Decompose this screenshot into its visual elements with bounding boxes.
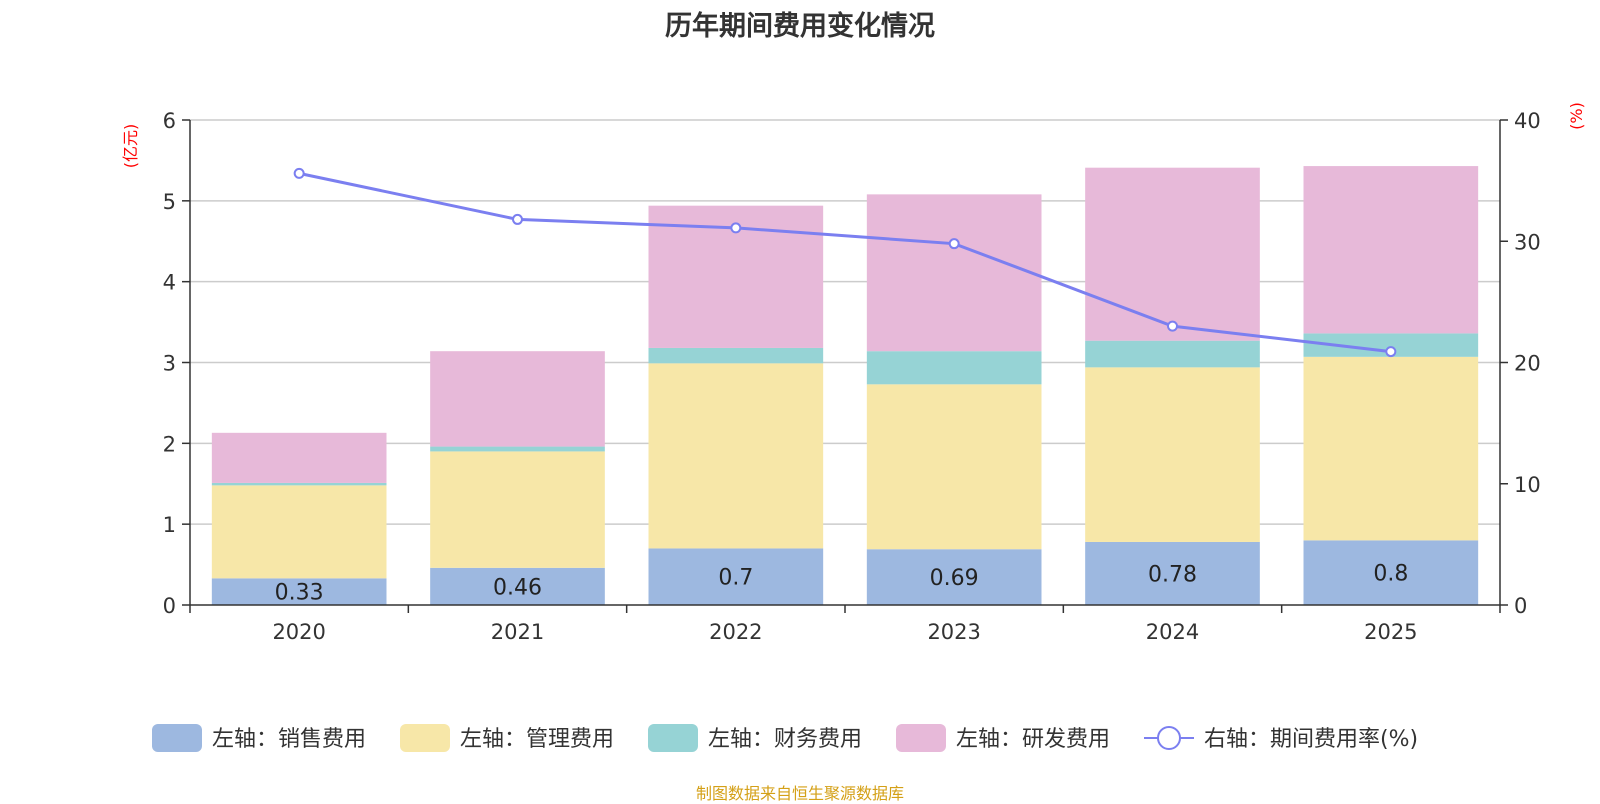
bar-data-label: 0.69 bbox=[930, 566, 979, 591]
chart-title: 历年期间费用变化情况 bbox=[665, 11, 935, 42]
x-axis-tick-label: 2023 bbox=[927, 620, 980, 644]
legend-swatch bbox=[896, 724, 946, 752]
bar-segment bbox=[430, 446, 605, 452]
left-axis-tick-label: 3 bbox=[163, 352, 176, 376]
left-axis-tick-label: 5 bbox=[163, 190, 176, 214]
x-axis-tick-label: 2024 bbox=[1146, 620, 1199, 644]
left-axis-tick-label: 4 bbox=[163, 271, 176, 295]
bar-segment bbox=[1085, 340, 1260, 368]
bar-data-label: 0.33 bbox=[275, 581, 324, 606]
right-axis-unit: (%) bbox=[1567, 102, 1586, 130]
bar-segment bbox=[1303, 166, 1479, 334]
legend-label: 右轴：期间费用率(%) bbox=[1204, 727, 1418, 752]
right-axis-tick-label: 30 bbox=[1514, 230, 1541, 254]
bar-segment bbox=[866, 384, 1042, 550]
right-axis-tick-label: 40 bbox=[1514, 109, 1541, 133]
bar-data-label: 0.7 bbox=[718, 566, 753, 591]
source-footer: 制图数据来自恒生聚源数据库 bbox=[695, 784, 904, 803]
bar-segment bbox=[866, 194, 1042, 352]
bar-data-label: 0.46 bbox=[493, 575, 542, 600]
rate-point bbox=[730, 222, 742, 234]
bar-segment bbox=[211, 432, 387, 483]
bar-segment bbox=[1085, 541, 1260, 605]
rate-line bbox=[298, 171, 1392, 354]
bar-data-label: 0.78 bbox=[1148, 562, 1197, 587]
left-axis-tick-label: 1 bbox=[163, 513, 176, 537]
bar-segment bbox=[1085, 367, 1260, 542]
rate-point bbox=[512, 213, 523, 225]
rate-point bbox=[293, 167, 305, 179]
rate-point bbox=[1385, 346, 1397, 358]
right-axis-tick-label: 10 bbox=[1514, 473, 1541, 497]
bar-segment bbox=[430, 351, 605, 447]
right-axis-tick-label: 0 bbox=[1514, 594, 1527, 618]
bar-segment bbox=[211, 482, 387, 486]
bar-data-label: 0.8 bbox=[1373, 562, 1408, 587]
legend-swatch bbox=[152, 724, 202, 752]
legend-marker-icon bbox=[1157, 726, 1181, 750]
left-axis-tick-label: 0 bbox=[163, 594, 176, 618]
legend-swatch bbox=[648, 724, 698, 752]
right-axis-tick-label: 20 bbox=[1514, 352, 1541, 376]
bar-segment bbox=[1303, 540, 1479, 605]
bar-segment bbox=[430, 451, 605, 568]
x-axis-tick-label: 2020 bbox=[272, 620, 325, 644]
legend-label: 左轴：财务费用 bbox=[708, 727, 862, 752]
legend-swatch bbox=[400, 724, 450, 752]
rate-point bbox=[1167, 320, 1178, 332]
x-axis-tick-label: 2022 bbox=[709, 620, 762, 644]
left-axis-tick-label: 6 bbox=[163, 109, 176, 133]
bar-segment bbox=[648, 347, 824, 364]
legend-label: 左轴：研发费用 bbox=[956, 727, 1110, 752]
bar-segment bbox=[211, 578, 387, 605]
bar-segment bbox=[211, 485, 387, 579]
left-axis-unit: (亿元) bbox=[121, 124, 140, 169]
bar-segment bbox=[1303, 333, 1479, 357]
legend-label: 左轴：管理费用 bbox=[460, 727, 614, 752]
x-axis-tick-label: 2025 bbox=[1364, 620, 1417, 644]
rate-point bbox=[948, 238, 960, 250]
bar-segment bbox=[430, 567, 605, 605]
bar-segment bbox=[648, 548, 824, 605]
legend-label: 左轴：销售费用 bbox=[212, 727, 366, 752]
bar-segment bbox=[1085, 167, 1260, 341]
bar-segment bbox=[866, 351, 1042, 385]
bar-segment bbox=[648, 363, 824, 549]
x-axis-tick-label: 2021 bbox=[491, 620, 544, 644]
bar-segment bbox=[1303, 356, 1479, 541]
bar-segment bbox=[866, 549, 1042, 605]
left-axis-tick-label: 2 bbox=[163, 432, 176, 456]
